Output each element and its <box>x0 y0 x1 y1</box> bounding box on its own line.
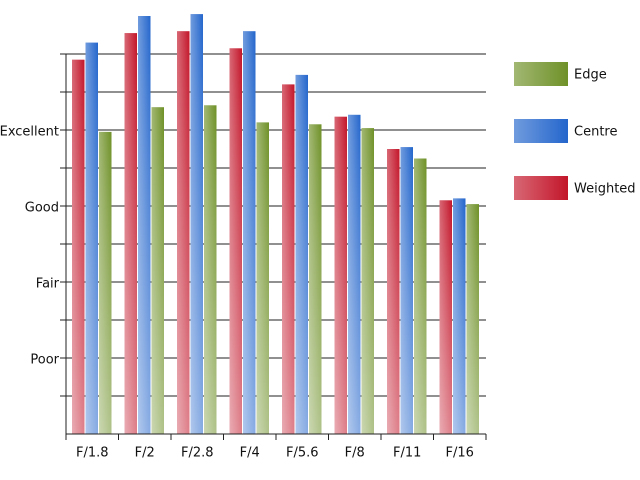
x-tick-label: F/16 <box>446 446 474 461</box>
legend-label: Edge <box>574 68 607 83</box>
x-tick-label: F/5.6 <box>286 446 319 461</box>
bar-shade <box>229 48 242 435</box>
legend-label: Centre <box>574 125 617 140</box>
legend-label: Weighted <box>574 182 636 197</box>
x-tick-label: F/8 <box>345 446 365 461</box>
x-tick-label: F/4 <box>240 446 260 461</box>
bar-shade <box>439 200 452 434</box>
x-tick-label: F/2.8 <box>181 446 214 461</box>
bar-shade <box>334 116 347 434</box>
bar-shade <box>282 84 295 435</box>
x-tick-label: F/11 <box>393 446 421 461</box>
bar-shade <box>124 33 137 434</box>
legend-shade <box>514 62 568 86</box>
legend-shade <box>514 176 568 200</box>
y-tick-label: Excellent <box>0 125 59 140</box>
x-tick-label: F/1.8 <box>76 446 109 461</box>
bar-shade <box>466 204 479 434</box>
bar-shade <box>348 114 361 435</box>
bar-shade <box>243 31 256 434</box>
bar-shade <box>72 59 85 434</box>
bar-shade <box>151 107 164 434</box>
bar-shade <box>204 105 217 435</box>
bar-shade <box>361 128 374 434</box>
y-tick-label: Good <box>25 201 59 216</box>
bar-shade <box>295 74 308 435</box>
bar-shade <box>99 131 112 434</box>
bar-shade <box>256 122 269 435</box>
bar-shade <box>190 14 203 434</box>
bar-shade <box>414 158 427 434</box>
legend-shade <box>514 119 568 143</box>
bar-shade <box>453 198 466 434</box>
bar-shade <box>387 149 400 434</box>
y-tick-label: Poor <box>30 353 59 368</box>
bar-shade <box>138 16 151 434</box>
bar-shade <box>309 124 322 435</box>
bar-shade <box>177 31 190 434</box>
x-tick-label: F/2 <box>135 446 155 461</box>
y-tick-label: Fair <box>36 277 60 292</box>
bar-shade <box>85 42 98 434</box>
bar-shade <box>400 147 413 434</box>
